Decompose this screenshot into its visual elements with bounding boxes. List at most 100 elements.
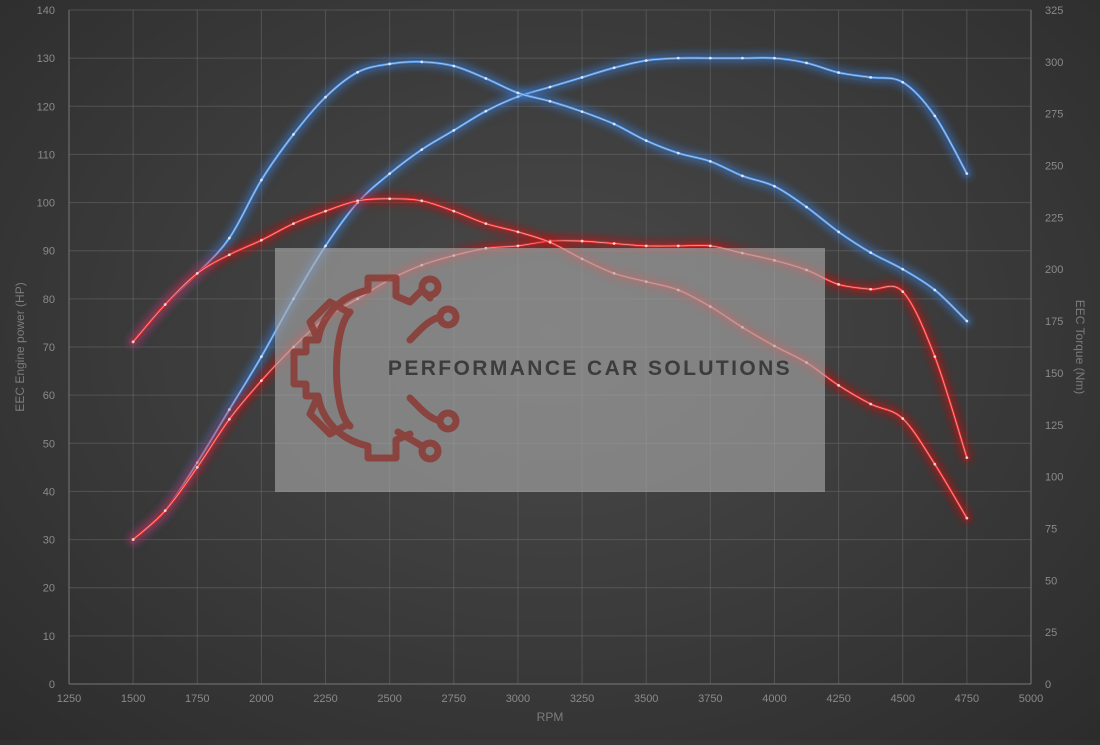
x-tick-label: 3000 [506, 693, 530, 705]
series-tuned-torque [128, 57, 972, 347]
data-point [965, 456, 969, 460]
data-point [324, 244, 327, 248]
data-point [452, 128, 456, 132]
data-point [260, 355, 263, 359]
data-point [292, 222, 295, 226]
data-point [837, 383, 840, 387]
data-point [516, 244, 520, 248]
data-point [131, 340, 135, 344]
y-left-tick-label: 60 [43, 390, 55, 402]
y-left-tick-label: 40 [43, 486, 55, 498]
data-point [773, 56, 776, 60]
data-point [260, 379, 263, 383]
y-left-tick-label: 110 [37, 149, 55, 161]
data-point [933, 355, 937, 359]
data-point [612, 66, 616, 70]
data-point [869, 287, 873, 291]
data-point [484, 77, 488, 80]
y-right-tick-label: 300 [1045, 57, 1063, 69]
data-point [324, 95, 327, 99]
y-right-tick-label: 325 [1045, 5, 1063, 17]
series-stock-torque [128, 194, 972, 523]
y-right-tick-label: 175 [1045, 316, 1063, 328]
x-tick-label: 3250 [570, 693, 594, 705]
x-tick-label: 4750 [955, 693, 979, 705]
x-tick-label: 1500 [121, 693, 145, 705]
data-point [708, 159, 712, 163]
y-right-tick-label: 250 [1045, 161, 1063, 173]
y-left-tick-label: 80 [43, 294, 55, 306]
data-point [516, 91, 520, 95]
data-point [837, 71, 840, 74]
data-point [163, 303, 167, 306]
y-left-tick-label: 10 [43, 631, 55, 643]
gear-circuit-logo-icon [290, 274, 460, 463]
y-right-tick-label: 25 [1045, 627, 1057, 639]
y-left-tick-label: 100 [37, 198, 55, 210]
data-point [676, 244, 680, 248]
data-point [837, 230, 840, 234]
data-point [933, 462, 937, 466]
y-left-tick-label: 0 [49, 679, 55, 691]
data-point [131, 538, 135, 541]
data-point [420, 60, 424, 64]
data-point [676, 151, 680, 155]
data-point [548, 99, 552, 103]
x-axis-title: RPM [537, 710, 564, 724]
data-point [163, 509, 167, 513]
data-point [260, 178, 263, 182]
data-point [869, 76, 873, 79]
x-tick-label: 3500 [634, 693, 658, 705]
data-point [901, 290, 905, 294]
watermark-text: PERFORMANCE CAR SOLUTIONS [388, 357, 792, 380]
x-tick-label: 1250 [57, 693, 81, 705]
y-left-tick-label: 70 [43, 342, 55, 354]
data-point [805, 205, 808, 209]
y-left-tick-label: 20 [43, 583, 55, 595]
y-left-tick-label: 140 [37, 5, 55, 17]
x-tick-label: 2750 [442, 693, 466, 705]
data-point [484, 109, 488, 113]
data-point [484, 222, 488, 226]
data-point [260, 238, 263, 242]
y-axis-left-title: EEC Engine power (HP) [13, 282, 27, 411]
data-point [644, 139, 648, 143]
x-tick-label: 5000 [1019, 693, 1043, 705]
data-point [837, 283, 840, 286]
data-point [741, 56, 744, 60]
y-right-tick-label: 275 [1045, 109, 1063, 121]
data-point [612, 242, 616, 245]
data-point [388, 197, 392, 201]
y-right-tick-label: 0 [1045, 679, 1051, 691]
data-point [869, 251, 873, 255]
data-point [965, 172, 969, 176]
y-right-tick-label: 225 [1045, 212, 1063, 224]
data-point [227, 253, 231, 257]
data-point [644, 59, 648, 62]
y-right-tick-label: 50 [1045, 575, 1057, 587]
y-right-tick-label: 100 [1045, 472, 1063, 484]
data-point [388, 172, 392, 176]
data-point [933, 288, 937, 292]
x-tick-label: 2500 [377, 693, 401, 705]
x-tick-label: 4000 [762, 693, 786, 705]
data-point [195, 465, 199, 469]
x-tick-label: 2250 [313, 693, 337, 705]
data-point [452, 209, 456, 213]
data-point [580, 239, 584, 243]
x-tick-label: 3750 [698, 693, 722, 705]
data-point [708, 56, 712, 60]
data-point [741, 174, 744, 178]
y-left-tick-label: 30 [43, 535, 55, 547]
data-point [516, 230, 520, 234]
y-left-tick-label: 90 [43, 246, 55, 258]
series-lines [128, 53, 972, 545]
data-point [356, 199, 359, 203]
data-point [644, 244, 648, 248]
data-point [388, 62, 392, 66]
data-point [612, 122, 616, 126]
watermark: PERFORMANCE CAR SOLUTIONS [275, 248, 825, 492]
data-point [869, 402, 873, 406]
y-left-tick-label: 130 [37, 53, 55, 65]
